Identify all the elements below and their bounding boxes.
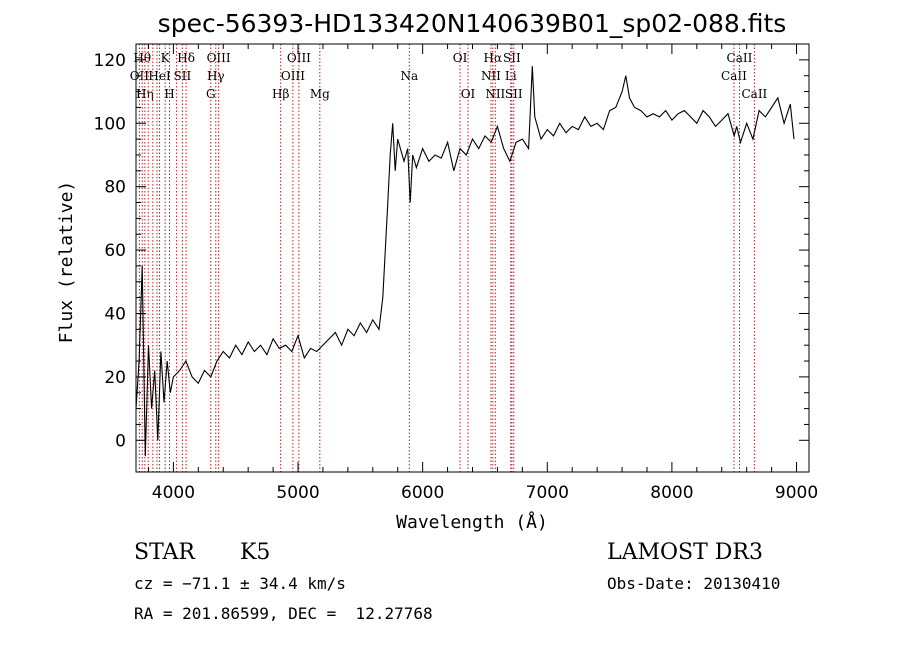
line-marker-label: Li (505, 69, 517, 83)
y-tick-label: 20 (104, 368, 126, 388)
obs-date: Obs-Date: 20130410 (607, 574, 781, 593)
y-axis-label: Flux (relative) (56, 181, 77, 344)
line-marker-label: K (161, 51, 171, 65)
chart-title: spec-56393-HD133420N140639B01_sp02-088.f… (158, 9, 787, 38)
line-marker-label: OI (461, 87, 476, 101)
y-tick-label: 100 (94, 114, 126, 134)
x-tick-label: 5000 (276, 483, 319, 503)
spectrum-line (135, 66, 795, 457)
y-tick-label: 0 (115, 431, 126, 451)
plot-frame (135, 43, 810, 473)
line-marker-label: CaII (727, 51, 753, 65)
survey-name: LAMOST DR3 (607, 540, 763, 565)
y-tick-label: 80 (104, 178, 126, 198)
line-marker-label: OI (453, 51, 468, 65)
line-marker-label: Hα (484, 51, 503, 65)
line-marker-label: Na (400, 69, 418, 83)
line-marker-label: SII (505, 87, 523, 101)
line-marker-label: SII (174, 69, 192, 83)
line-marker-label: Hθ (133, 51, 151, 65)
x-axis-label: Wavelength (Å) (396, 511, 548, 533)
y-tick-label: 120 (94, 51, 126, 71)
y-tick-label: 40 (104, 304, 126, 324)
line-marker-label: Hβ (272, 87, 289, 101)
x-tick-label: 7000 (526, 483, 569, 503)
line-marker-label: OIII (207, 51, 231, 65)
line-marker-label: HeI (148, 69, 171, 83)
line-marker-label: CaII (741, 87, 767, 101)
line-marker-label: CaII (721, 69, 747, 83)
line-marker-label: OIII (281, 69, 305, 83)
line-marker-label: H (164, 87, 174, 101)
spectral-line-markers: OIIHθHηHeIKHSIIHδGHγOIIIHβOIIIOIIIMgNaOI… (130, 44, 768, 472)
line-marker-label: Mg (310, 87, 330, 101)
y-axis: 0 20 40 60 80 100 120 (94, 43, 809, 451)
line-marker-label: Hη (136, 87, 154, 101)
line-marker-label: SII (503, 51, 521, 65)
redshift-cz: cz = −71.1 ± 34.4 km/s (134, 574, 346, 593)
object-class: STAR (134, 540, 195, 565)
coordinates: RA = 201.86599, DEC = 12.27768 (134, 604, 433, 623)
x-tick-label: 6000 (401, 483, 444, 503)
x-tick-label: 4000 (152, 483, 195, 503)
line-marker-label: OIII (287, 51, 311, 65)
x-axis: 4000 5000 6000 7000 8000 9000 (147, 44, 818, 503)
x-tick-label: 9000 (775, 483, 818, 503)
y-tick-label: 60 (104, 241, 126, 261)
object-subclass: K5 (240, 540, 271, 565)
line-marker-label: Hδ (177, 51, 195, 65)
line-marker-label: NII (481, 69, 501, 83)
line-marker-label: G (206, 87, 216, 101)
line-marker-label: Hγ (207, 69, 225, 83)
x-tick-label: 8000 (650, 483, 693, 503)
line-marker-label: NII (485, 87, 505, 101)
